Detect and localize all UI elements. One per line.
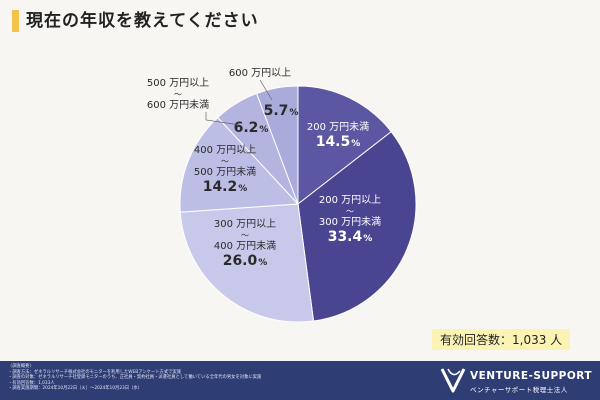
leader-line-600plus xyxy=(259,79,273,101)
pie-slice-1 xyxy=(297,130,417,322)
title-accent-bar xyxy=(12,10,19,32)
slice-category-label: 400 万円未満 xyxy=(214,240,276,252)
slice-category-label: 300 万円未満 xyxy=(319,216,381,228)
slice-category-label: 〜 xyxy=(174,90,182,99)
slice-category-label: 〜 xyxy=(241,231,249,240)
notes-heading: 〈調査概要〉 xyxy=(8,364,34,369)
slice-value-label: 14.2% xyxy=(203,179,248,195)
brand-name: VENTURE-SUPPORT xyxy=(470,370,593,382)
slice-value-label: 26.0% xyxy=(223,253,268,269)
note-target: ・調査の対象：ゼネラルリサーチ社登録モニターのうち、正社員・契約社員・派遣社員と… xyxy=(8,375,262,381)
leader-line-500-600 xyxy=(205,112,241,126)
footer: 〈調査概要〉 ・調査方法：ゼネラルリサーチ株式会社のモニターを利用したWEBアン… xyxy=(0,361,600,400)
pie-slice-0 xyxy=(297,85,392,206)
response-count: 有効回答数：1,033 人 xyxy=(432,329,571,350)
slice-value-label: 5.7% xyxy=(264,103,299,119)
slice-value-label: 14.5% xyxy=(316,134,361,150)
slice-category-label: 500 万円以上 xyxy=(147,77,209,89)
slice-category-label: 200 万円以上 xyxy=(319,194,381,206)
slice-label-5: 600 万円以上 5.7% xyxy=(229,67,299,119)
slice-category-label: 600 万円未満 xyxy=(147,99,209,111)
slice-category-label: 500 万円未満 xyxy=(194,166,256,178)
slice-category-label: 〜 xyxy=(221,157,229,166)
slice-category-label: 600 万円以上 xyxy=(229,67,291,79)
venture-support-logo-icon xyxy=(440,368,466,393)
slice-value-label: 33.4% xyxy=(328,229,373,245)
slice-value-label: 6.2% xyxy=(234,120,269,136)
slice-label-4: 500 万円以上〜600 万円未満 6.2% xyxy=(147,77,269,136)
slice-category-label: 200 万円未満 xyxy=(307,121,369,133)
brand-subtitle: ベンチャーサポート税理士法人 xyxy=(470,386,568,394)
page-title: 現在の年収を教えてください xyxy=(26,11,259,31)
note-period: ・調査実施期間：2024年10月22日（火）〜2024年10月23日（水） xyxy=(8,386,142,392)
note-method: ・調査方法：ゼネラルリサーチ株式会社のモニターを利用したWEBアンケート方式で実… xyxy=(8,369,182,375)
slice-category-label: 300 万円以上 xyxy=(214,218,276,230)
survey-notes: 〈調査概要〉 ・調査方法：ゼネラルリサーチ株式会社のモニターを利用したWEBアン… xyxy=(8,364,408,392)
pie-slice-2 xyxy=(179,203,315,323)
slice-category-label: 400 万円以上 xyxy=(194,144,256,156)
note-count: ・有効回答数：1,033人 xyxy=(8,380,55,386)
pie-slice-5 xyxy=(255,85,299,205)
slice-category-label: 〜 xyxy=(346,207,354,216)
pie-slice-3 xyxy=(179,116,300,213)
